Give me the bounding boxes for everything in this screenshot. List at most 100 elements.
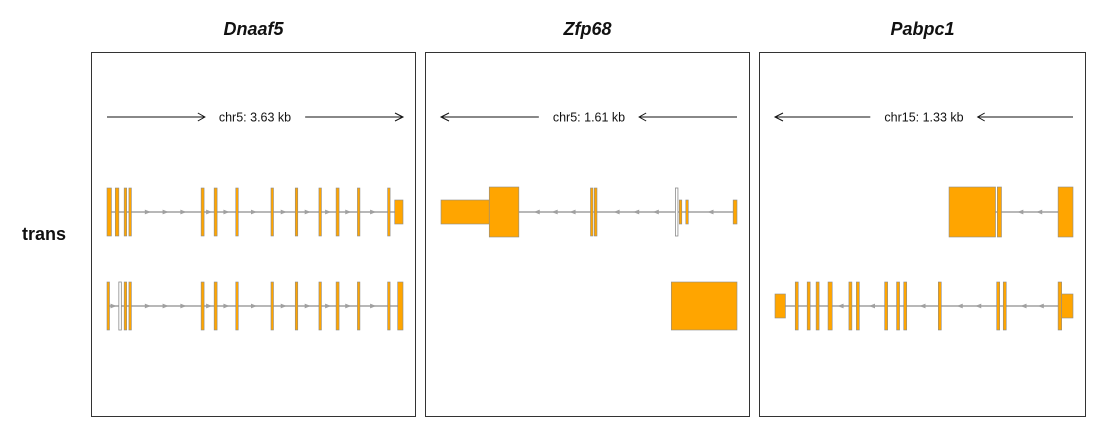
scale-label-1: chr5: 3.63 kb bbox=[219, 111, 291, 125]
strand-chevron bbox=[280, 303, 287, 309]
transcript-1-1 bbox=[106, 187, 404, 237]
exon-9 bbox=[294, 187, 299, 237]
scale-bar-3 bbox=[773, 112, 1073, 122]
exon-10 bbox=[903, 281, 908, 331]
scale-bar-1 bbox=[107, 112, 405, 122]
strand-chevron bbox=[613, 209, 620, 215]
exon-3 bbox=[590, 187, 594, 237]
strand-chevron bbox=[551, 209, 558, 215]
exon-3 bbox=[806, 281, 811, 331]
gene-title-3: Pabpc1 bbox=[890, 19, 955, 39]
exon-13 bbox=[387, 187, 391, 237]
exon-3 bbox=[123, 187, 127, 237]
exon-11 bbox=[938, 281, 942, 331]
exon-10 bbox=[318, 281, 322, 331]
scale-bar-2 bbox=[439, 112, 737, 122]
exon-6 bbox=[213, 187, 218, 237]
exon-11 bbox=[335, 281, 340, 331]
transcript-1-2 bbox=[106, 281, 404, 331]
gene-panel-2: chr5: 1.61 kb bbox=[425, 52, 750, 417]
row-label-trans: trans bbox=[22, 224, 67, 244]
exon-14 bbox=[394, 199, 404, 225]
strand-chevron bbox=[975, 303, 982, 309]
gene-panel-3: chr15: 1.33 kb bbox=[759, 52, 1086, 417]
strand-chevron bbox=[370, 303, 377, 309]
strand-chevron bbox=[956, 303, 963, 309]
exon-7 bbox=[235, 187, 239, 237]
exon-11 bbox=[335, 187, 340, 237]
transcript-2-1 bbox=[440, 186, 738, 238]
transcript-3-2 bbox=[774, 281, 1074, 331]
strand-chevron bbox=[837, 303, 844, 309]
exon-14 bbox=[1057, 281, 1062, 331]
exon-7 bbox=[856, 281, 860, 331]
exon-1 bbox=[670, 281, 738, 331]
strand-chevron bbox=[345, 303, 352, 309]
gene-title-1: Dnaaf5 bbox=[223, 19, 284, 39]
gene-track-2: chr5: 1.61 kb bbox=[439, 111, 738, 331]
exon-1 bbox=[106, 187, 112, 237]
gene-track-1: chr5: 3.63 kb bbox=[106, 111, 405, 331]
exon-8 bbox=[884, 281, 888, 331]
scale-label-3: chr15: 1.33 kb bbox=[884, 111, 963, 125]
exon-7 bbox=[235, 281, 239, 331]
exon-5 bbox=[827, 281, 833, 331]
strand-chevron bbox=[280, 209, 287, 215]
transcript-3-1 bbox=[948, 186, 1074, 238]
exon-2 bbox=[118, 281, 122, 331]
strand-chevron bbox=[707, 209, 714, 215]
strand-chevron bbox=[569, 209, 576, 215]
strand-chevron bbox=[1017, 209, 1024, 215]
scale-label-2: chr5: 1.61 kb bbox=[553, 111, 625, 125]
strand-chevron bbox=[144, 303, 151, 309]
strand-chevron bbox=[304, 209, 311, 215]
exon-6 bbox=[678, 199, 683, 225]
exon-10 bbox=[318, 187, 322, 237]
strand-chevron bbox=[250, 209, 257, 215]
exon-1 bbox=[948, 186, 996, 238]
strand-chevron bbox=[206, 209, 213, 215]
strand-chevron bbox=[370, 209, 377, 215]
strand-chevron bbox=[345, 209, 352, 215]
strand-chevron bbox=[325, 303, 332, 309]
exon-4 bbox=[594, 187, 598, 237]
gene-panel-1: chr5: 3.63 kb bbox=[91, 52, 416, 417]
exon-2 bbox=[114, 187, 120, 237]
strand-chevron bbox=[304, 303, 311, 309]
exon-8 bbox=[270, 281, 274, 331]
strand-chevron bbox=[223, 303, 230, 309]
exon-4 bbox=[815, 281, 820, 331]
exon-12 bbox=[996, 281, 1000, 331]
strand-chevron bbox=[1020, 303, 1027, 309]
strand-chevron bbox=[250, 303, 257, 309]
exon-12 bbox=[357, 281, 361, 331]
exon-3 bbox=[1057, 186, 1074, 238]
strand-chevron bbox=[162, 209, 169, 215]
gene-track-3: chr15: 1.33 kb bbox=[773, 111, 1074, 331]
exon-1 bbox=[106, 281, 110, 331]
exon-13 bbox=[1002, 281, 1007, 331]
strand-chevron bbox=[180, 303, 187, 309]
exon-3 bbox=[123, 281, 127, 331]
strand-chevron bbox=[1037, 303, 1044, 309]
exon-13 bbox=[387, 281, 391, 331]
strand-chevron bbox=[325, 209, 332, 215]
exon-9 bbox=[896, 281, 900, 331]
strand-chevron bbox=[144, 209, 151, 215]
strand-chevron bbox=[180, 209, 187, 215]
strand-chevron bbox=[652, 209, 659, 215]
strand-chevron bbox=[206, 303, 213, 309]
exon-6 bbox=[848, 281, 853, 331]
exon-1 bbox=[774, 293, 786, 319]
strand-chevron bbox=[223, 209, 230, 215]
transcript-2-2 bbox=[670, 281, 738, 331]
exon-5 bbox=[200, 187, 205, 237]
exon-5 bbox=[200, 281, 205, 331]
exon-9 bbox=[294, 281, 299, 331]
strand-chevron bbox=[1036, 209, 1043, 215]
exon-6 bbox=[213, 281, 218, 331]
strand-chevron bbox=[919, 303, 926, 309]
exon-2 bbox=[488, 186, 520, 238]
gene-title-2: Zfp68 bbox=[563, 19, 612, 39]
exon-4 bbox=[128, 187, 132, 237]
